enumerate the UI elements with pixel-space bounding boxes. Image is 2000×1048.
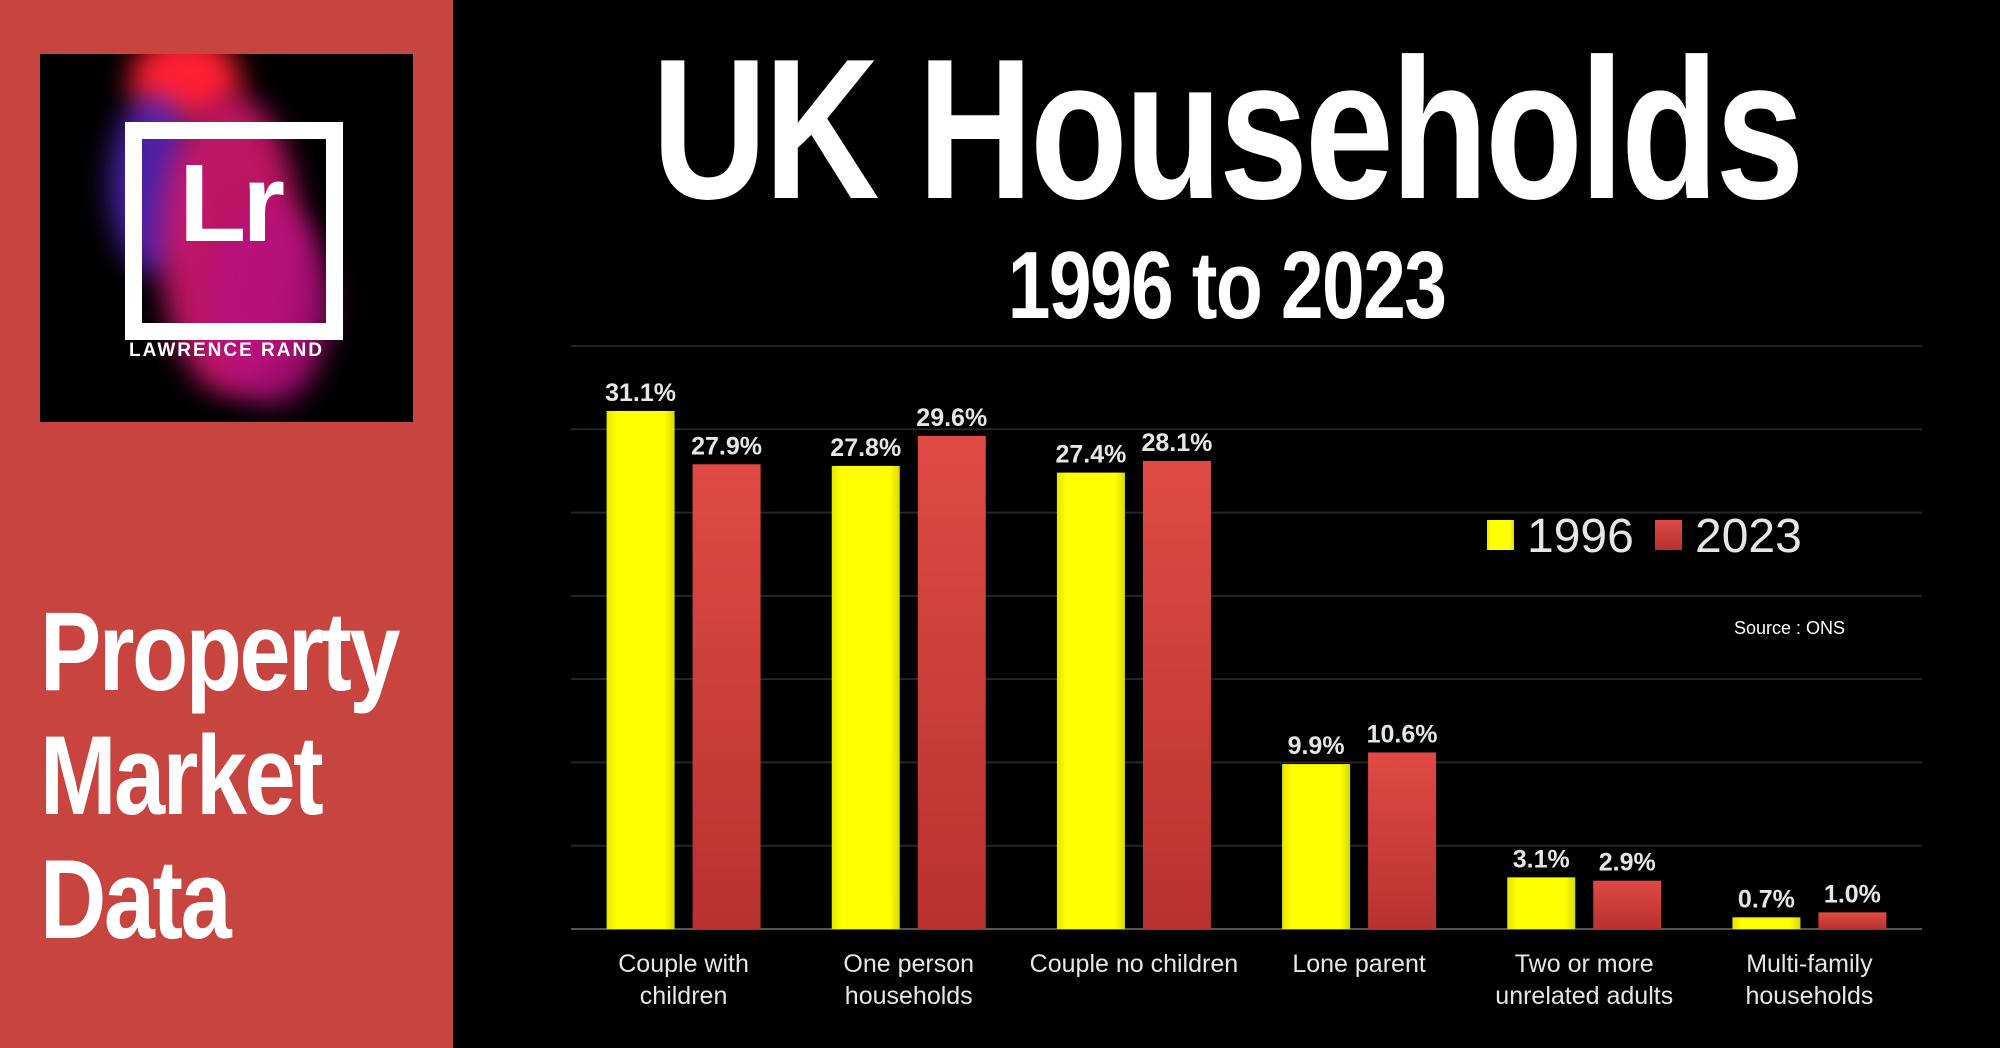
legend-label-2023: 2023: [1695, 510, 1802, 563]
data-label-2023: 29.6%: [916, 404, 987, 432]
data-label-1996: 0.7%: [1738, 885, 1795, 913]
category-label: unrelated adults: [1495, 982, 1673, 1010]
category-label: One person: [843, 950, 974, 978]
data-label-1996: 27.8%: [830, 434, 901, 462]
lawrence-rand-logo: Lr LAWRENCE RAND: [40, 54, 413, 422]
bar-1996: [1282, 764, 1351, 929]
bar-2023: [1142, 460, 1211, 929]
source-note: Source : ONS: [1734, 618, 1845, 638]
sidebar-title-line: Market: [40, 713, 324, 838]
logo-monogram: Lr: [179, 142, 285, 265]
bar-1996: [1056, 472, 1125, 929]
category-label: Multi-family: [1746, 950, 1873, 978]
category-label: children: [640, 982, 728, 1010]
bar-2023: [692, 464, 761, 929]
category-label: Couple with: [618, 950, 749, 978]
category-label: households: [1745, 982, 1873, 1010]
bar-1996: [1732, 917, 1801, 929]
data-label-2023: 28.1%: [1141, 429, 1212, 457]
sidebar: Lr LAWRENCE RAND Property Market Data: [0, 0, 453, 1048]
data-label-1996: 27.4%: [1055, 441, 1126, 469]
legend-swatch-2023: [1655, 520, 1682, 550]
data-label-1996: 3.1%: [1513, 845, 1570, 873]
page-title: UK Households: [651, 18, 1805, 241]
data-label-2023: 27.9%: [691, 432, 762, 460]
bar-1996: [606, 410, 675, 929]
legend-label-1996: 1996: [1527, 510, 1634, 563]
bar-2023: [1593, 880, 1662, 929]
bar-2023: [917, 435, 986, 929]
sidebar-title-line: Data: [40, 837, 232, 962]
data-label-2023: 10.6%: [1367, 720, 1438, 748]
legend-swatch-1996: [1487, 520, 1514, 550]
data-label-2023: 1.0%: [1824, 880, 1881, 908]
sidebar-title: Property Market Data: [40, 589, 400, 962]
category-label: Lone parent: [1292, 950, 1426, 978]
bar-2023: [1368, 752, 1437, 929]
bar-1996: [831, 465, 900, 929]
data-label-2023: 2.9%: [1599, 849, 1656, 877]
bar-2023: [1818, 912, 1887, 929]
page-subtitle: 1996 to 2023: [1007, 232, 1447, 339]
logo-name: LAWRENCE RAND: [129, 340, 324, 361]
category-label: Couple no children: [1030, 950, 1238, 978]
logo-frame: [125, 122, 343, 340]
category-label: households: [845, 982, 973, 1010]
category-label: Two or more: [1515, 950, 1654, 978]
data-label-1996: 9.9%: [1288, 732, 1345, 760]
sidebar-title-line: Property: [40, 589, 400, 714]
data-label-1996: 31.1%: [605, 379, 676, 407]
bar-1996: [1507, 877, 1576, 929]
